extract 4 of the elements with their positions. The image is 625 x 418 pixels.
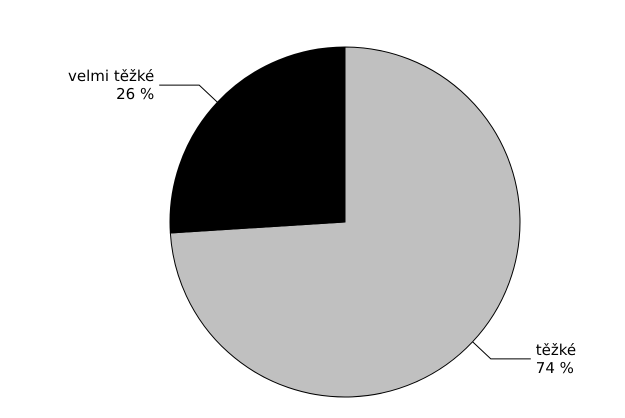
slice-label: velmi těžké xyxy=(68,67,154,86)
slice-label: těžké xyxy=(536,340,576,359)
data-label: 74 % xyxy=(536,358,574,377)
data-label: 26 % xyxy=(116,85,154,104)
